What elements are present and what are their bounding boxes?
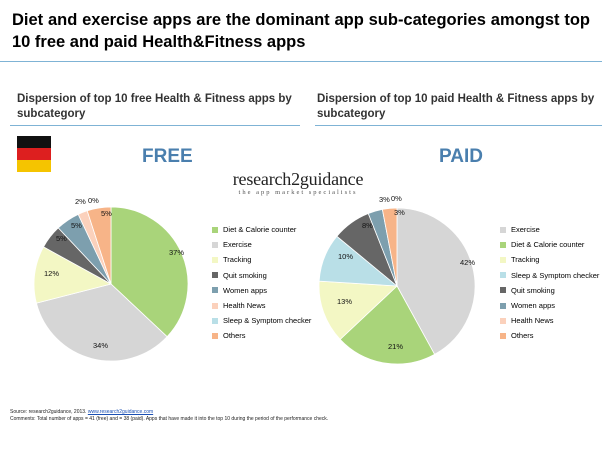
free-slice-diet-and-calorie-counter (110, 206, 189, 338)
free-legend-label-health-news: Health News (223, 301, 266, 311)
free-legend-swatch-exercise (212, 241, 218, 248)
footer-source: Source: research2guidance, 2013. (10, 409, 88, 415)
footer-comments: Comments: Total number of apps = 41 (fre… (10, 416, 329, 422)
paid-legend-swatch-health-news (500, 317, 506, 324)
paid-legend-item-quit-smoking: Quit smoking (500, 283, 599, 298)
paid-legend-label-tracking: Tracking (511, 255, 540, 265)
paid-legend-label-diet-and-calorie-counter: Diet & Calorie counter (511, 240, 585, 250)
free-label: FREE (142, 146, 193, 167)
free-legend-item-women-apps: Women apps (212, 283, 311, 298)
footer: Source: research2guidance, 2013. www.res… (10, 409, 328, 423)
paid-data-label-exercise: 42% (460, 258, 475, 267)
paid-data-label-women-apps: 3% (379, 195, 390, 204)
free-legend: Diet & Calorie counter Exercise Tracking Qu… (212, 222, 311, 344)
paid-legend-item-diet-and-calorie-counter: Diet & Calorie counter (500, 237, 599, 252)
free-legend-item-others: Others (212, 328, 311, 343)
paid-legend-swatch-others (500, 332, 506, 339)
paid-data-label-others: 3% (394, 208, 405, 217)
free-legend-swatch-sleep-and-symptom-checker (212, 317, 218, 324)
free-legend-swatch-tracking (212, 256, 218, 263)
free-data-label-exercise: 34% (93, 341, 108, 350)
footer-source-link[interactable]: www.research2guidance.com (87, 409, 154, 415)
paid-legend-swatch-exercise (500, 226, 506, 233)
paid-legend-swatch-women-apps (500, 302, 506, 309)
free-legend-swatch-women-apps (212, 287, 218, 294)
free-legend-label-women-apps: Women apps (223, 285, 268, 295)
paid-legend-label-quit-smoking: Quit smoking (511, 285, 555, 295)
headline: Diet and exercise apps are the dominant … (12, 11, 590, 51)
paid-legend-swatch-quit-smoking (500, 287, 506, 294)
paid-legend-item-sleep-and-symptom-checker: Sleep & Symptom checker (500, 268, 599, 283)
paid-data-label-quit-smoking: 8% (362, 221, 373, 230)
free-slice-exercise (35, 283, 168, 362)
paid-legend-item-health-news: Health News (500, 313, 599, 328)
free-data-label-diet-and-calorie-counter: 37% (169, 248, 184, 257)
germany-flag-icon (17, 136, 51, 172)
free-data-label-sleep-and-symptom-checker: 0% (88, 196, 99, 205)
paid-legend-swatch-tracking (500, 256, 506, 263)
header-divider (0, 61, 602, 62)
paid-legend-label-women-apps: Women apps (511, 301, 556, 311)
free-data-label-tracking: 12% (44, 269, 59, 278)
free-legend-label-tracking: Tracking (223, 255, 252, 265)
free-data-label-others: 5% (101, 209, 112, 218)
paid-data-label-health-news: 0% (391, 194, 402, 203)
free-legend-swatch-quit-smoking (212, 272, 218, 279)
free-legend-swatch-diet-and-calorie-counter (212, 226, 218, 233)
paid-data-label-sleep-and-symptom-checker: 10% (338, 252, 353, 261)
logo-name: research2guidance (232, 169, 364, 189)
paid-legend-item-tracking: Tracking (500, 252, 599, 267)
paid-legend-swatch-diet-and-calorie-counter (500, 241, 506, 248)
paid-title-divider (315, 125, 602, 126)
free-legend-label-others: Others (223, 331, 246, 341)
paid-legend-item-exercise: Exercise (500, 222, 599, 237)
free-legend-swatch-health-news (212, 302, 218, 309)
free-legend-item-tracking: Tracking (212, 252, 311, 267)
free-legend-label-quit-smoking: Quit smoking (223, 270, 267, 280)
free-legend-item-quit-smoking: Quit smoking (212, 268, 311, 283)
logo-tagline: the app market specialists (238, 189, 358, 196)
free-legend-item-sleep-and-symptom-checker: Sleep & Symptom checker (212, 313, 311, 328)
paid-slice-exercise (396, 207, 476, 355)
free-legend-label-exercise: Exercise (223, 240, 252, 250)
paid-legend-item-women-apps: Women apps (500, 298, 599, 313)
free-legend-swatch-others (212, 332, 218, 339)
paid-legend-label-sleep-and-symptom-checker: Sleep & Symptom checker (511, 270, 600, 280)
free-legend-item-diet-and-calorie-counter: Diet & Calorie counter (212, 222, 311, 237)
paid-legend-label-others: Others (511, 331, 534, 341)
free-legend-label-sleep-and-symptom-checker: Sleep & Symptom checker (223, 316, 312, 326)
free-legend-item-health-news: Health News (212, 298, 311, 313)
paid-slice-tracking (318, 280, 398, 340)
paid-chart-title: Dispersion of top 10 paid Health & Fitne… (317, 93, 595, 120)
paid-data-label-diet-and-calorie-counter: 21% (388, 342, 403, 351)
paid-legend-label-health-news: Health News (511, 316, 554, 326)
paid-legend-label-exercise: Exercise (511, 225, 540, 235)
paid-legend-item-others: Others (500, 328, 599, 343)
free-chart-title: Dispersion of top 10 free Health & Fitne… (17, 93, 292, 120)
free-data-label-health-news: 2% (75, 197, 86, 206)
paid-data-label-tracking: 13% (337, 297, 352, 306)
free-legend-item-exercise: Exercise (212, 237, 311, 252)
paid-slice-diet-and-calorie-counter (339, 285, 436, 365)
free-slice-others (86, 206, 112, 285)
free-data-label-women-apps: 5% (71, 221, 82, 230)
paid-slice-others (381, 207, 398, 287)
research2guidance-logo: research2guidance the app market special… (229, 170, 367, 196)
free-data-label-quit-smoking: 5% (56, 234, 67, 243)
free-legend-label-diet-and-calorie-counter: Diet & Calorie counter (223, 225, 297, 235)
paid-label: PAID (439, 146, 483, 167)
paid-legend: Exercise Diet & Calorie counter Tracking Sl… (500, 222, 599, 344)
free-title-divider (10, 125, 300, 126)
paid-legend-swatch-sleep-and-symptom-checker (500, 272, 506, 279)
